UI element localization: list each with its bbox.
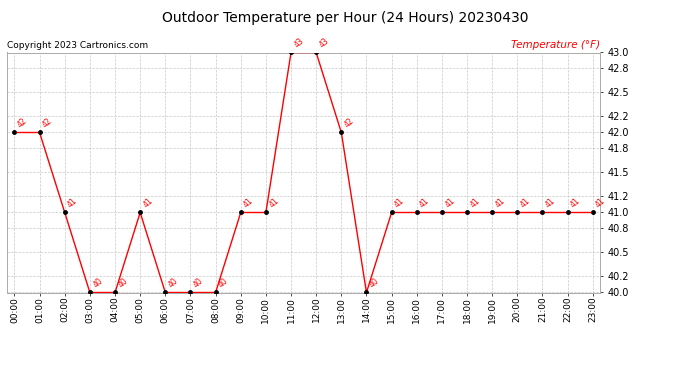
Text: Copyright 2023 Cartronics.com: Copyright 2023 Cartronics.com [7, 41, 148, 50]
Text: 42: 42 [16, 117, 29, 130]
Text: 41: 41 [469, 196, 482, 210]
Text: Temperature (°F): Temperature (°F) [511, 40, 600, 50]
Text: 43: 43 [293, 36, 306, 50]
Text: 40: 40 [91, 276, 104, 290]
Text: 41: 41 [443, 196, 457, 210]
Text: 40: 40 [217, 276, 230, 290]
Text: 41: 41 [493, 196, 506, 210]
Text: 41: 41 [267, 196, 280, 210]
Text: 41: 41 [544, 196, 557, 210]
Text: 40: 40 [192, 276, 205, 290]
Text: 41: 41 [66, 196, 79, 210]
Text: Outdoor Temperature per Hour (24 Hours) 20230430: Outdoor Temperature per Hour (24 Hours) … [161, 11, 529, 25]
Text: 43: 43 [317, 36, 331, 50]
Text: 41: 41 [418, 196, 431, 210]
Text: 40: 40 [117, 276, 130, 290]
Text: 41: 41 [393, 196, 406, 210]
Text: 42: 42 [343, 117, 356, 130]
Text: 41: 41 [519, 196, 532, 210]
Text: 40: 40 [167, 276, 180, 290]
Text: 41: 41 [141, 196, 155, 210]
Text: 40: 40 [368, 276, 381, 290]
Text: 41: 41 [569, 196, 582, 210]
Text: 42: 42 [41, 117, 54, 130]
Text: 41: 41 [594, 196, 607, 210]
Text: 41: 41 [242, 196, 255, 210]
